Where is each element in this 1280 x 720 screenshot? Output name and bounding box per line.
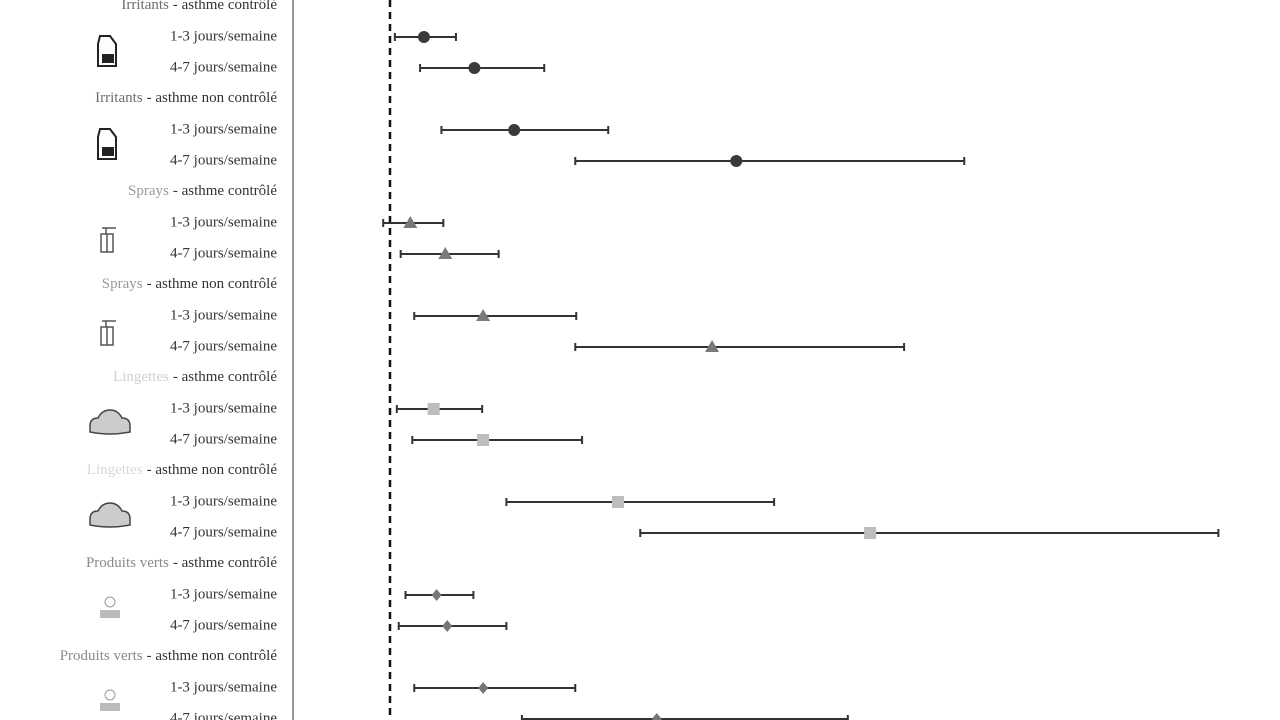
- asthma-status: - asthme contrôlé: [173, 555, 277, 571]
- row-label: 4-7 jours/semaine: [170, 431, 277, 447]
- row-label: 4-7 jours/semaine: [170, 710, 277, 720]
- row-label: 4-7 jours/semaine: [170, 524, 277, 540]
- point: [478, 682, 489, 694]
- product-name: Lingettes: [87, 462, 143, 478]
- asthma-status: - asthme non contrôlé: [147, 462, 278, 478]
- point: [730, 155, 743, 167]
- product-icon: [100, 320, 116, 346]
- icon-shape: [102, 54, 114, 63]
- row-label: 4-7 jours/semaine: [170, 617, 277, 633]
- row-label: 1-3 jours/semaine: [170, 493, 277, 509]
- point: [417, 31, 430, 43]
- row-label: 1-3 jours/semaine: [170, 121, 277, 137]
- product-icon: [100, 689, 120, 711]
- asthma-status: - asthme non contrôlé: [147, 276, 278, 292]
- group-header: Irritants - asthme contrôlé: [121, 0, 277, 13]
- point: [438, 247, 453, 259]
- icon-shape: [100, 227, 116, 253]
- icon-shape: [102, 147, 114, 156]
- product-name: Irritants: [121, 0, 169, 13]
- asthma-status: - asthme contrôlé: [173, 183, 277, 199]
- group-header: Produits verts - asthme contrôlé: [86, 555, 277, 571]
- row-label: 1-3 jours/semaine: [170, 679, 277, 695]
- point: [508, 124, 521, 136]
- product-name: Irritants: [95, 90, 143, 106]
- row-label: 4-7 jours/semaine: [170, 59, 277, 75]
- icon-shape: [100, 320, 116, 346]
- product-icon: [97, 128, 117, 160]
- product-name: Produits verts: [60, 648, 143, 664]
- icon-shape: [89, 502, 131, 528]
- point: [651, 713, 662, 720]
- row-label: 1-3 jours/semaine: [170, 400, 277, 416]
- group-header: Lingettes - asthme non contrôlé: [87, 462, 278, 478]
- row-label: 4-7 jours/semaine: [170, 338, 277, 354]
- asthma-status: - asthme non contrôlé: [147, 90, 278, 106]
- product-icon: [89, 409, 131, 435]
- product-icon: [89, 502, 131, 528]
- asthma-status: - asthme contrôlé: [173, 0, 277, 13]
- group-header: Lingettes - asthme contrôlé: [113, 369, 277, 385]
- point: [427, 403, 440, 415]
- group-header: Irritants - asthme non contrôlé: [95, 90, 277, 106]
- group-header: Sprays - asthme contrôlé: [128, 183, 277, 199]
- product-name: Lingettes: [113, 369, 169, 385]
- product-name: Sprays: [102, 276, 143, 292]
- product-icon: [100, 227, 116, 253]
- point: [403, 216, 418, 228]
- point: [864, 527, 877, 539]
- product-icon: [100, 596, 120, 618]
- icon-shape: [104, 596, 116, 608]
- point: [442, 620, 453, 632]
- group-header: Sprays - asthme non contrôlé: [102, 276, 278, 292]
- point: [705, 340, 720, 352]
- asthma-status: - asthme non contrôlé: [147, 648, 278, 664]
- row-label: 1-3 jours/semaine: [170, 214, 277, 230]
- icon-shape: [104, 689, 116, 701]
- icon-shape: [89, 409, 131, 435]
- group-header: Produits verts - asthme non contrôlé: [60, 648, 278, 664]
- row-label: 1-3 jours/semaine: [170, 307, 277, 323]
- row-label: 4-7 jours/semaine: [170, 245, 277, 261]
- point: [476, 309, 491, 321]
- icon-shape: [100, 703, 120, 711]
- point: [431, 589, 442, 601]
- point: [468, 62, 481, 74]
- product-name: Produits verts: [86, 555, 169, 571]
- product-icon: [97, 35, 117, 67]
- row-label: 1-3 jours/semaine: [170, 28, 277, 44]
- row-label: 1-3 jours/semaine: [170, 586, 277, 602]
- icon-shape: [100, 610, 120, 618]
- row-label: 4-7 jours/semaine: [170, 152, 277, 168]
- point: [477, 434, 490, 446]
- product-name: Sprays: [128, 183, 169, 199]
- asthma-status: - asthme contrôlé: [173, 369, 277, 385]
- point: [611, 496, 624, 508]
